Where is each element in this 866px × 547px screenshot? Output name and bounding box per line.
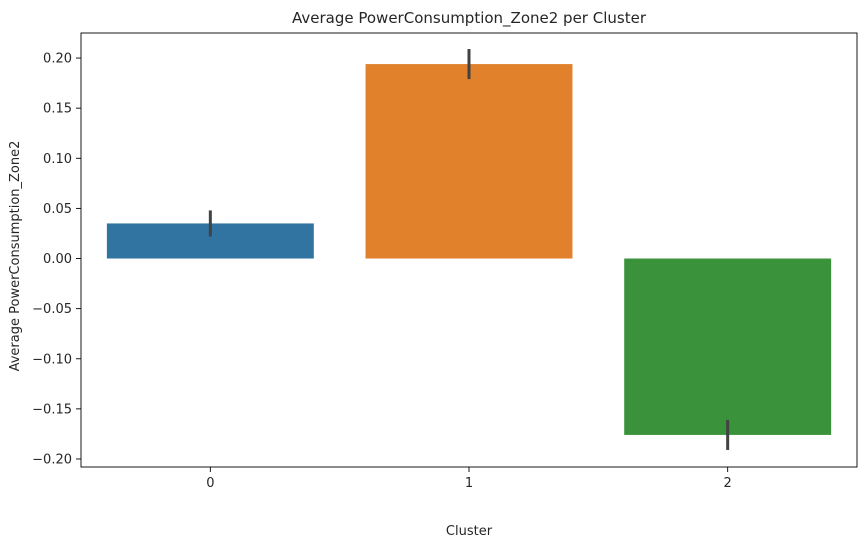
- x-tick-label: 2: [724, 476, 732, 491]
- y-tick-label: 0.00: [43, 252, 72, 267]
- x-tick-label: 0: [206, 476, 214, 491]
- y-tick-label: −0.20: [32, 452, 72, 467]
- y-tick-label: 0.20: [43, 52, 72, 67]
- y-tick-label: 0.05: [43, 202, 72, 217]
- plot-area: −0.20 −0.15 −0.10 −0.05 0.00 0.05 0.10 0.15 0.20…: [32, 32, 858, 491]
- y-tick-label: −0.05: [32, 302, 72, 317]
- y-tick-label: −0.15: [32, 402, 72, 417]
- chart-title: Average PowerConsumption_Zone2 per Clust…: [292, 9, 647, 28]
- y-tick-label: 0.10: [43, 152, 72, 167]
- x-axis-label: Cluster: [446, 524, 493, 539]
- bar-1: [365, 64, 573, 259]
- bar-2: [624, 258, 832, 435]
- y-tick-label: 0.15: [43, 102, 72, 117]
- x-tick-label: 1: [465, 476, 473, 491]
- y-axis-label: Average PowerConsumption_Zone2: [8, 141, 23, 372]
- y-tick-label: −0.10: [32, 352, 72, 367]
